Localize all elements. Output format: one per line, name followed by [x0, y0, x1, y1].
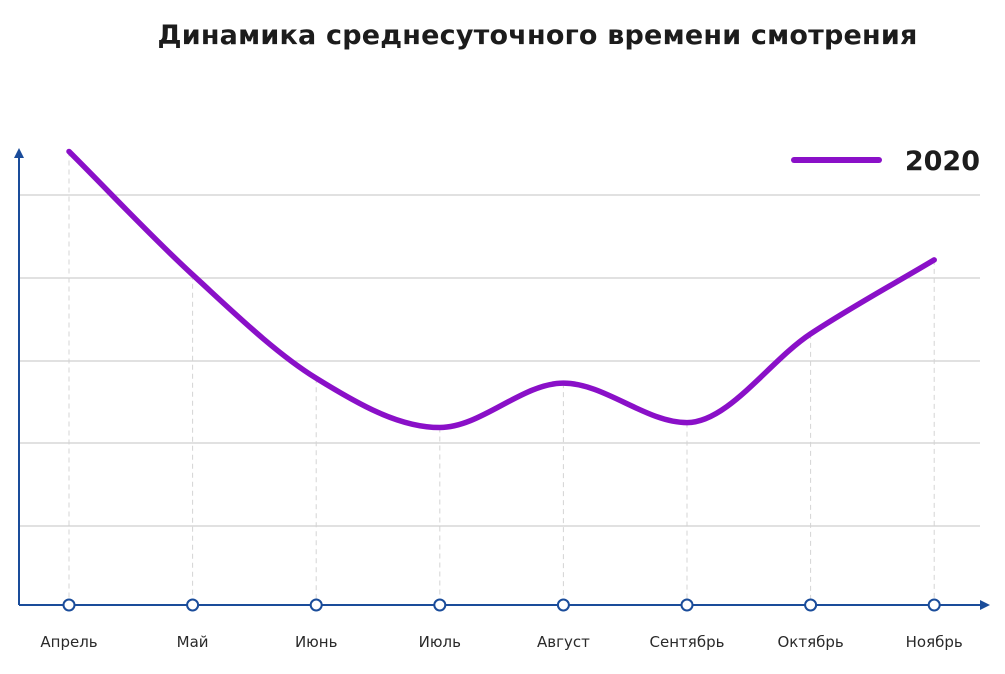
x-axis-marker-7: [804, 598, 818, 612]
x-axis-marker-1: [62, 598, 76, 612]
x-axis-marker-2: [186, 598, 200, 612]
category-guide-lines: [68, 151, 935, 605]
x-tick-labels: Апрель Май Июнь Июль Август Сентябрь Октябрь Но…: [40, 633, 962, 651]
x-tick-label: Апрель: [40, 633, 97, 651]
x-axis-arrow: [980, 600, 990, 610]
x-tick-label: Май: [177, 633, 209, 651]
legend: 2020: [791, 146, 980, 177]
x-tick-label: Ноябрь: [906, 633, 963, 651]
x-axis-marker-4: [433, 598, 447, 612]
x-tick-label: Август: [537, 633, 590, 651]
chart-title: Динамика среднесуточного времени смотрен…: [157, 20, 918, 51]
x-tick-label: Сентябрь: [650, 633, 725, 651]
x-tick-label: Июнь: [295, 633, 338, 651]
x-axis-marker-6: [680, 598, 694, 612]
x-tick-label: Октябрь: [777, 633, 843, 651]
y-axis-arrow: [14, 148, 24, 158]
grid-lines: [19, 194, 980, 527]
x-axis-marker-5: [556, 598, 570, 612]
x-axis-markers: [62, 598, 941, 612]
series-lines: [66, 148, 937, 431]
x-tick-label: Июль: [419, 633, 461, 651]
series-line-2020: [66, 148, 937, 431]
legend-label: 2020: [905, 146, 980, 177]
x-axis-marker-8: [927, 598, 941, 612]
axes: [14, 148, 990, 610]
x-axis-marker-3: [309, 598, 323, 612]
